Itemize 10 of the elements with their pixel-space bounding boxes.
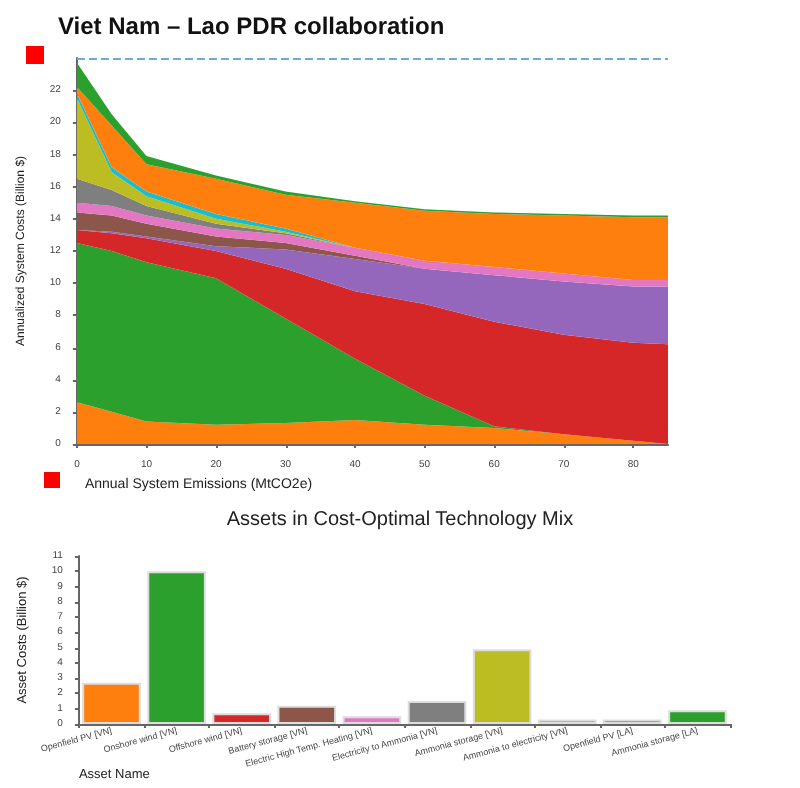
bar [668, 710, 727, 724]
bar [472, 649, 532, 724]
bar [342, 716, 402, 724]
bar [212, 713, 271, 724]
chart-title: Assets in Cost-Optimal Technology Mix [226, 509, 574, 531]
bar [82, 682, 141, 724]
chart-title: Viet Nam – Lao PDR collaboration [58, 12, 445, 40]
bar [147, 571, 206, 724]
bar [407, 701, 467, 724]
bar [277, 705, 337, 724]
